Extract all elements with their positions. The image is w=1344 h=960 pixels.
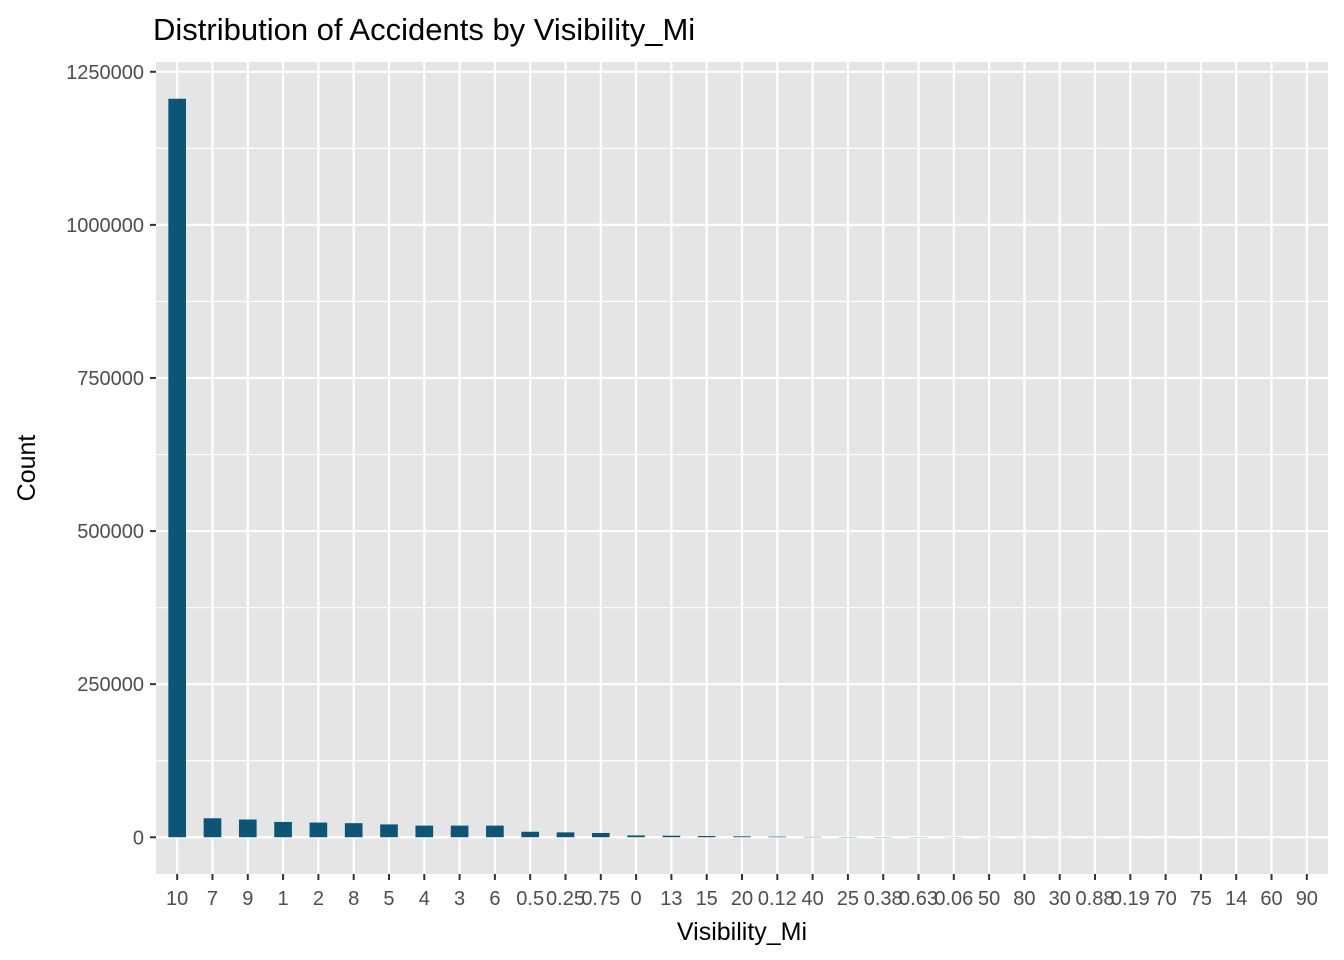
x-tick-label: 0.88 bbox=[1076, 888, 1115, 910]
bar bbox=[733, 836, 751, 838]
x-tick-label: 0.5 bbox=[516, 888, 544, 910]
x-tick-label: 0.19 bbox=[1111, 888, 1150, 910]
y-axis-title: Count bbox=[13, 435, 41, 502]
x-tick-label: 80 bbox=[1013, 888, 1035, 910]
x-tick-label: 8 bbox=[348, 888, 359, 910]
x-tick-label: 13 bbox=[660, 888, 682, 910]
x-tick-label: 4 bbox=[419, 888, 430, 910]
bar bbox=[274, 821, 292, 838]
bar bbox=[415, 825, 434, 838]
grid-lines bbox=[156, 62, 1328, 874]
bar bbox=[768, 836, 787, 838]
bar bbox=[450, 825, 469, 838]
x-tick-label: 2 bbox=[313, 888, 324, 910]
x-tick-label: 60 bbox=[1260, 888, 1282, 910]
x-tick-label: 25 bbox=[837, 888, 859, 910]
x-tick-label: 15 bbox=[696, 888, 718, 910]
x-tick-label: 50 bbox=[978, 888, 1000, 910]
x-tick-label: 14 bbox=[1225, 888, 1247, 910]
bar bbox=[627, 835, 645, 838]
x-tick-label: 0.38 bbox=[864, 888, 903, 910]
y-tick-label: 1250000 bbox=[66, 62, 144, 84]
y-tick-label: 750000 bbox=[77, 368, 144, 390]
bar bbox=[380, 824, 398, 838]
x-tick-label: 9 bbox=[242, 888, 253, 910]
x-tick-label: 3 bbox=[454, 888, 465, 910]
y-tick-label: 1000000 bbox=[66, 215, 144, 237]
bar bbox=[344, 823, 363, 838]
bar bbox=[203, 818, 222, 838]
bar bbox=[662, 835, 681, 838]
x-tick-label: 75 bbox=[1190, 888, 1212, 910]
x-tick-label: 0.25 bbox=[546, 888, 585, 910]
bar bbox=[591, 832, 610, 838]
x-tick-label: 30 bbox=[1049, 888, 1071, 910]
bar bbox=[521, 831, 540, 838]
y-tick-label: 500000 bbox=[77, 521, 144, 543]
x-tick-label: 90 bbox=[1296, 888, 1318, 910]
bar bbox=[309, 822, 328, 838]
chart-title: Distribution of Accidents by Visibility_… bbox=[153, 12, 695, 47]
x-tick-label: 0.06 bbox=[934, 888, 973, 910]
x-axis-title: Visibility_Mi bbox=[677, 918, 807, 946]
bar bbox=[168, 98, 187, 838]
x-tick-label: 70 bbox=[1154, 888, 1176, 910]
bars bbox=[168, 98, 1316, 838]
y-axis: 0 250000 500000 750000 1000000 1250000 bbox=[66, 62, 156, 849]
x-axis: 10 7 9 1 2 8 5 4 3 6 0.5 0.250.75 0 13 15 20 0.12 40 25 0.3… bbox=[166, 874, 1318, 910]
x-tick-label: 0.63 bbox=[899, 888, 938, 910]
y-tick-label: 250000 bbox=[77, 674, 144, 696]
bar bbox=[697, 836, 716, 838]
x-tick-label: 20 bbox=[731, 888, 753, 910]
x-tick-label: 0.12 bbox=[758, 888, 797, 910]
bar bbox=[486, 825, 504, 838]
x-tick-label: 7 bbox=[207, 888, 218, 910]
x-tick-label: 40 bbox=[801, 888, 823, 910]
bar bbox=[238, 819, 257, 838]
x-tick-label: 1 bbox=[278, 888, 289, 910]
x-tick-label: 5 bbox=[383, 888, 394, 910]
x-tick-label: 0 bbox=[631, 888, 642, 910]
x-tick-label: 10 bbox=[166, 888, 188, 910]
bar bbox=[556, 832, 575, 838]
x-tick-label: 0.75 bbox=[581, 888, 620, 910]
y-tick-label: 0 bbox=[133, 827, 144, 849]
x-tick-label: 6 bbox=[489, 888, 500, 910]
